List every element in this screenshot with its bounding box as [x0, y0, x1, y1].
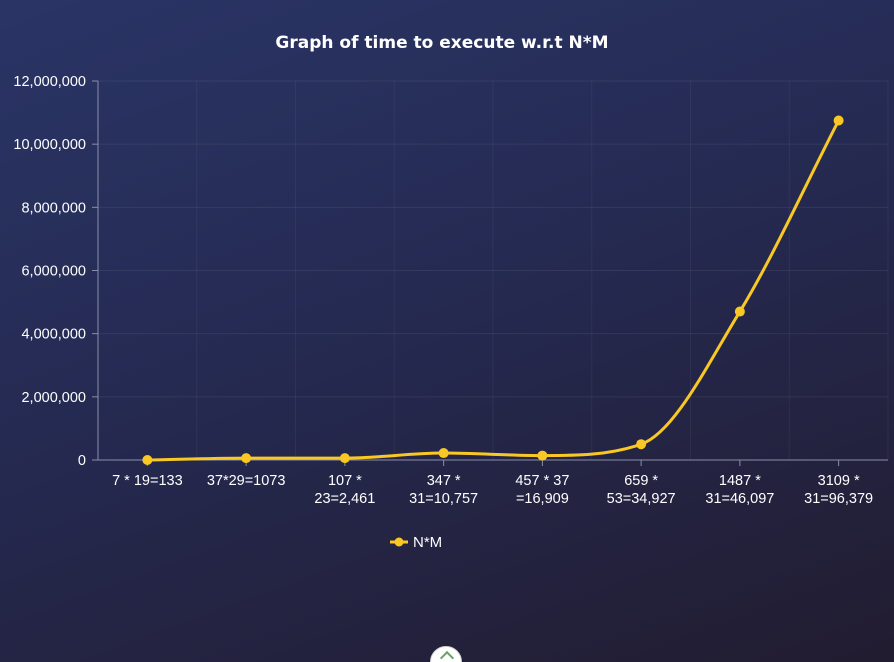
data-point[interactable] [339, 453, 350, 464]
series-layer [142, 115, 844, 465]
chevron-up-icon [439, 650, 455, 662]
y-tick-label: 4,000,000 [21, 327, 86, 343]
x-tick-label: 107 * 23=2,461 [314, 473, 375, 507]
y-tick-label: 2,000,000 [21, 390, 86, 406]
x-axis-ticks: 7 * 19=133 37*29=1073 107 * 23=2,461 347 * 31… [112, 460, 873, 507]
data-point[interactable] [734, 306, 745, 317]
data-point[interactable] [636, 439, 647, 450]
y-axis-ticks: 0 2,000,000 4,000,000 6,000,000 8,000,000 10,… [13, 74, 98, 469]
x-tick-label: 7 * 19=133 [112, 473, 183, 489]
x-tick-label: 457 * 37 =16,909 [515, 473, 569, 507]
x-tick-label: 1487 * 31=46,097 [705, 473, 774, 507]
x-tick-label: 37*29=1073 [207, 473, 286, 489]
data-point[interactable] [537, 450, 548, 461]
x-tick-label: 347 * 31=10,757 [409, 473, 478, 507]
chart-title: Graph of time to execute w.r.t N*M [275, 33, 608, 53]
legend[interactable]: N*M [390, 534, 442, 551]
grid [98, 80, 889, 460]
data-point[interactable] [241, 453, 252, 464]
y-tick-label: 0 [78, 453, 86, 469]
legend-swatch-marker [394, 537, 404, 547]
y-tick-label: 10,000,000 [13, 137, 86, 153]
y-tick-label: 12,000,000 [13, 74, 86, 90]
x-tick-label: 659 * 53=34,927 [607, 473, 676, 507]
y-tick-label: 6,000,000 [21, 264, 86, 280]
x-tick-label: 3109 * 31=96,379 [804, 473, 873, 507]
data-point[interactable] [833, 115, 844, 126]
y-tick-label: 8,000,000 [21, 200, 86, 216]
data-point[interactable] [142, 455, 153, 465]
legend-label-series: N*M [413, 534, 442, 551]
data-point[interactable] [438, 448, 449, 459]
